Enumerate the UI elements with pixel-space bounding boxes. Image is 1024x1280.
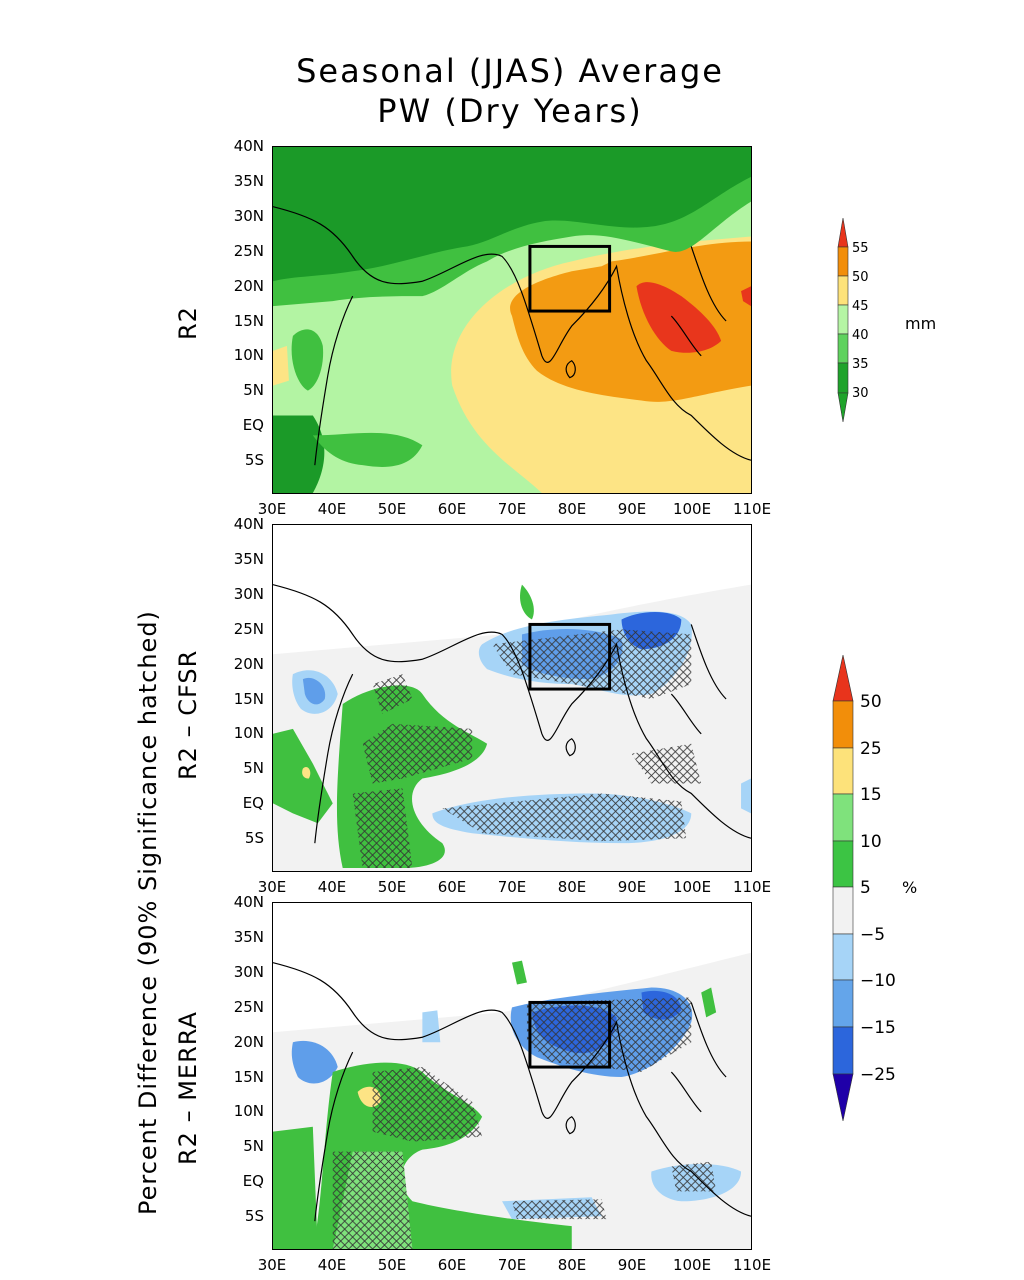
- lat-label: 10N: [233, 1102, 264, 1120]
- lon-label: 90E: [617, 1256, 647, 1274]
- lon-label: 110E: [732, 500, 772, 518]
- colorbar-label: 30: [852, 386, 869, 401]
- colorbar-label: −25: [860, 1065, 896, 1085]
- colorbar-label: 5: [860, 878, 871, 898]
- lon-label: 110E: [732, 878, 772, 896]
- lon-label: 40E: [317, 500, 347, 518]
- figure-title-line-2: PW (Dry Years): [377, 92, 643, 130]
- study-region-box: [528, 1000, 612, 1069]
- lat-label: EQ: [242, 416, 264, 434]
- colorbar-label: −15: [860, 1018, 896, 1038]
- lat-label: EQ: [242, 1172, 264, 1190]
- lat-label: 20N: [233, 277, 264, 295]
- panel-label-percent-difference: Percent Difference (90% Significance hat…: [134, 610, 162, 1215]
- lat-label: 5S: [244, 451, 264, 469]
- lat-label: 35N: [233, 550, 264, 568]
- panel-label-r2-cfsr: R2 – CFSR: [174, 649, 202, 780]
- lon-label: 90E: [617, 878, 647, 896]
- colorbar-percent-scale: [832, 655, 854, 1122]
- lon-label: 40E: [317, 878, 347, 896]
- study-region-box: [528, 622, 612, 691]
- lon-label: 60E: [437, 878, 467, 896]
- colorbar-unit-mm: mm: [905, 314, 937, 333]
- lon-label: 80E: [557, 878, 587, 896]
- lon-label: 60E: [437, 1256, 467, 1274]
- lat-label: 15N: [233, 690, 264, 708]
- lat-label: 35N: [233, 172, 264, 190]
- lon-label: 80E: [557, 500, 587, 518]
- study-region-box: [528, 244, 612, 313]
- lon-label: 100E: [672, 1256, 712, 1274]
- coastline: [273, 962, 751, 1222]
- moist-red-region: [636, 282, 722, 353]
- coastline: [273, 206, 751, 466]
- figure-title-line-1: Seasonal (JJAS) Average: [296, 52, 724, 90]
- panel-label-r2-merra: R2 – MERRA: [174, 1011, 202, 1165]
- lat-label: 40N: [233, 137, 264, 155]
- colorbar-pw-scale: [837, 218, 849, 423]
- lat-label: 5S: [244, 829, 264, 847]
- lon-label: 110E: [732, 1256, 772, 1274]
- lat-label: 10N: [233, 724, 264, 742]
- colorbar-label: 15: [860, 785, 882, 805]
- lat-label: 35N: [233, 928, 264, 946]
- lon-label: 30E: [257, 878, 287, 896]
- coastline: [273, 584, 751, 844]
- lon-label: 60E: [437, 500, 467, 518]
- lon-label: 100E: [672, 878, 712, 896]
- lon-label: 100E: [672, 500, 712, 518]
- lat-label: 25N: [233, 620, 264, 638]
- panel-label-r2: R2: [174, 306, 202, 340]
- colorbar-label: −5: [860, 925, 886, 945]
- lat-label: 15N: [233, 312, 264, 330]
- panel-r2-merra-map: [272, 902, 752, 1250]
- colorbar-label: 50: [852, 270, 869, 285]
- lat-label: 5S: [244, 1207, 264, 1225]
- colorbar-label: −10: [860, 971, 896, 991]
- lat-label: 25N: [233, 998, 264, 1016]
- colorbar-label: 35: [852, 357, 869, 372]
- lat-label: 5N: [243, 759, 264, 777]
- lon-label: 40E: [317, 1256, 347, 1274]
- lat-label: 25N: [233, 242, 264, 260]
- lat-label: 5N: [243, 1137, 264, 1155]
- lat-label: 40N: [233, 893, 264, 911]
- lon-label: 50E: [377, 878, 407, 896]
- lon-label: 90E: [617, 500, 647, 518]
- lon-label: 50E: [377, 500, 407, 518]
- lat-label: 20N: [233, 1033, 264, 1051]
- lat-label: EQ: [242, 794, 264, 812]
- lon-label: 70E: [497, 1256, 527, 1274]
- lon-label: 80E: [557, 1256, 587, 1274]
- panel-r2-pw-map: [272, 146, 752, 494]
- lat-label: 30N: [233, 963, 264, 981]
- colorbar-label: 10: [860, 832, 882, 852]
- lon-label: 70E: [497, 878, 527, 896]
- lat-label: 20N: [233, 655, 264, 673]
- lat-label: 15N: [233, 1068, 264, 1086]
- lat-label: 30N: [233, 207, 264, 225]
- colorbar-unit-percent: %: [902, 878, 918, 897]
- lat-label: 5N: [243, 381, 264, 399]
- lat-label: 30N: [233, 585, 264, 603]
- panel-r2-cfsr-map: [272, 524, 752, 872]
- colorbar-label: 25: [860, 739, 882, 759]
- colorbar-label: 50: [860, 692, 882, 712]
- lon-label: 70E: [497, 500, 527, 518]
- lat-label: 40N: [233, 515, 264, 533]
- lon-label: 30E: [257, 500, 287, 518]
- colorbar-label: 45: [852, 299, 869, 314]
- colorbar-label: 40: [852, 328, 869, 343]
- lon-label: 30E: [257, 1256, 287, 1274]
- colorbar-label: 55: [852, 241, 869, 256]
- lon-label: 50E: [377, 1256, 407, 1274]
- lat-label: 10N: [233, 346, 264, 364]
